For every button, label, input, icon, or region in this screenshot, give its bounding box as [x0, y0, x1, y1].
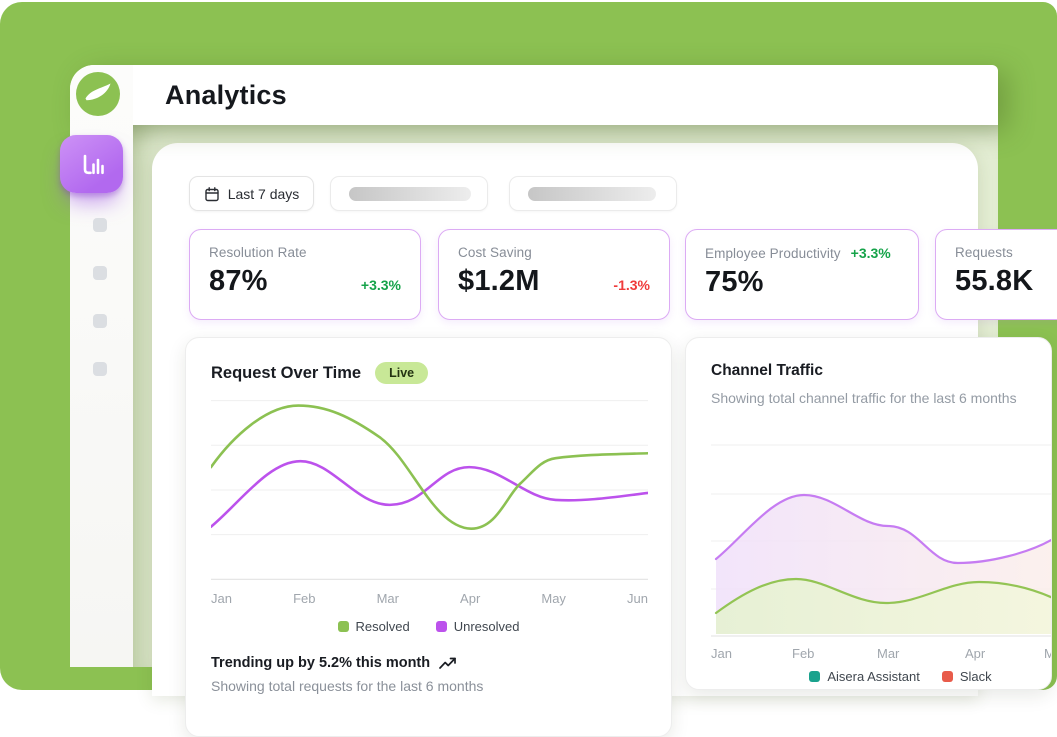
stat-delta: -1.3%	[613, 277, 650, 293]
stat-card-requests: Requests 55.8K	[935, 229, 1057, 320]
slack-swatch	[941, 671, 953, 682]
trending-up-icon	[439, 657, 456, 669]
live-badge: Live	[375, 362, 429, 384]
chart-subtitle: Showing total channel traffic for the la…	[711, 390, 1017, 406]
sidebar-item-placeholder-4[interactable]	[93, 362, 107, 376]
stat-card-cost-saving: Cost Saving $1.2M -1.3%	[438, 229, 670, 320]
legend-item-slack: Slack	[941, 669, 992, 684]
x-tick: Jan	[211, 591, 232, 606]
x-tick: Apr	[460, 591, 481, 606]
stat-label: Resolution Rate	[209, 245, 307, 260]
stat-label: Employee Productivity	[705, 246, 841, 261]
legend-label: Aisera Assistant	[827, 669, 920, 684]
skeleton-bar	[349, 186, 471, 201]
x-axis-labels: Jan Feb Mar Apr May Jun	[211, 591, 648, 606]
chart-legend: Resolved Unresolved	[211, 619, 646, 634]
chart-title: Channel Traffic	[711, 362, 823, 379]
stat-value: 87%	[209, 265, 268, 297]
x-axis-labels: Jan Feb Mar Apr May	[686, 646, 1051, 664]
stat-value: 55.8K	[955, 265, 1034, 297]
date-range-label: Last 7 days	[227, 185, 300, 202]
unresolved-swatch	[435, 621, 447, 632]
bar-chart-icon	[83, 154, 104, 175]
request-over-time-card: Request Over Time Live Jan Feb Mar Apr M…	[185, 337, 672, 737]
slack-area	[716, 579, 1051, 634]
calendar-icon	[204, 186, 219, 201]
sidebar-item-placeholder-1[interactable]	[93, 218, 107, 232]
resolved-line	[211, 404, 648, 531]
x-tick: May	[1044, 646, 1051, 661]
legend-label: Slack	[959, 669, 992, 684]
stat-card-employee-productivity: Employee Productivity +3.3% 75%	[685, 229, 919, 320]
stat-label: Requests	[955, 245, 1013, 260]
stat-value: $1.2M	[458, 265, 540, 297]
slack-line	[714, 577, 1051, 615]
x-tick: Feb	[792, 646, 815, 661]
stat-delta: +3.3%	[850, 245, 891, 261]
resolved-swatch	[337, 621, 349, 632]
chart-title: Request Over Time	[211, 363, 362, 382]
chart-description: Showing total requests for the last 6 mo…	[211, 678, 484, 694]
leaf-logo-icon	[76, 72, 120, 116]
sidebar-item-placeholder-2[interactable]	[93, 266, 107, 280]
window-header: Analytics	[70, 65, 998, 125]
page-title: Analytics	[165, 79, 287, 110]
legend-item-aisera-assistant: Aisera Assistant	[809, 669, 920, 684]
legend-item-resolved: Resolved	[337, 619, 410, 634]
legend-label: Resolved	[355, 619, 410, 634]
stat-label: Cost Saving	[458, 245, 532, 260]
aisera-logo	[76, 72, 120, 116]
sidebar	[60, 65, 133, 667]
x-tick: Feb	[293, 591, 316, 606]
date-range-button[interactable]: Last 7 days	[189, 176, 314, 211]
filter-placeholder-1[interactable]	[330, 176, 488, 211]
sidebar-item-placeholder-3[interactable]	[93, 314, 107, 328]
sidebar-item-analytics[interactable]	[60, 135, 123, 193]
chart-legend: Aisera Assistant Slack	[718, 669, 1051, 684]
x-tick: Apr	[965, 646, 986, 661]
skeleton-bar	[528, 186, 656, 201]
stat-value: 75%	[705, 266, 764, 298]
legend-label: Unresolved	[453, 619, 520, 634]
channel-area-chart	[711, 444, 1051, 637]
channel-traffic-card: Channel Traffic Showing total channel tr…	[685, 337, 1052, 690]
stat-card-resolution-rate: Resolution Rate 87% +3.3%	[189, 229, 421, 320]
assistant-line	[714, 493, 1051, 565]
filter-placeholder-2[interactable]	[509, 176, 677, 211]
assistant-swatch	[809, 671, 821, 682]
x-tick: May	[541, 591, 566, 606]
request-line-chart	[211, 400, 648, 581]
unresolved-line	[211, 459, 648, 529]
stat-delta: +3.3%	[360, 277, 401, 293]
x-tick: Mar	[877, 646, 900, 661]
trend-summary: Trending up by 5.2% this month	[211, 655, 431, 671]
x-tick: Jun	[627, 591, 648, 606]
x-tick: Jan	[711, 646, 732, 661]
x-tick: Mar	[376, 591, 399, 606]
legend-item-unresolved: Unresolved	[435, 619, 520, 634]
